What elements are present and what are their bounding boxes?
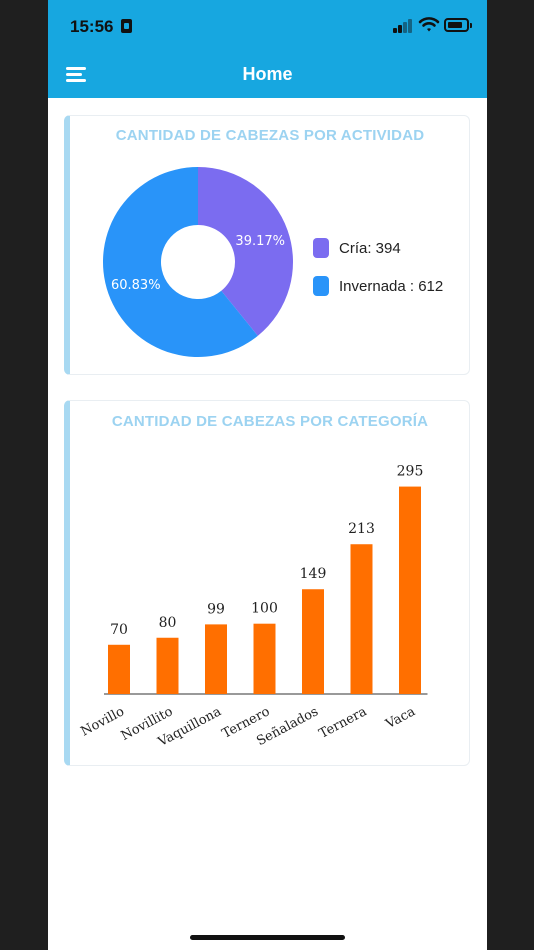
legend-swatch bbox=[313, 276, 329, 296]
bar-novillito[interactable] bbox=[156, 637, 179, 694]
donut-chart: 39.17% 60.83% bbox=[103, 167, 293, 357]
bar-ternero[interactable] bbox=[253, 623, 276, 694]
bar-señalados[interactable] bbox=[302, 589, 324, 694]
bar-ternera[interactable] bbox=[350, 544, 373, 694]
category-chart-title: CANTIDAD DE CABEZAS POR CATEGORÍA bbox=[111, 413, 429, 430]
category-chart-card: CANTIDAD DE CABEZAS POR CATEGORÍA 70 Novi… bbox=[64, 400, 470, 766]
activity-chart-card: CANTIDAD DE CABEZAS POR ACTIVIDAD 39.17%… bbox=[64, 115, 470, 375]
bar-novillo[interactable] bbox=[108, 644, 130, 694]
legend-label: Invernada : 612 bbox=[339, 277, 444, 295]
legend-label: Cría: 394 bbox=[339, 239, 401, 257]
bar-vaquillona[interactable] bbox=[205, 624, 227, 694]
app-header: 15:56 Home bbox=[48, 0, 487, 98]
status-time: 15:56 bbox=[70, 17, 114, 36]
donut-percent-label: 39.17% bbox=[235, 234, 285, 249]
phone-screen: 15:56 Home CANTIDAD DE CABEZAS POR ACTIV… bbox=[48, 0, 487, 950]
wifi-icon bbox=[418, 17, 440, 32]
donut-percent-label: 60.83% bbox=[111, 278, 161, 293]
legend-item-cría[interactable]: Cría: 394 bbox=[313, 237, 401, 259]
bar-value-label: 149 bbox=[300, 566, 327, 582]
home-indicator bbox=[190, 935, 345, 940]
bar-value-label: 80 bbox=[159, 615, 177, 631]
donut-slice-cría[interactable] bbox=[198, 167, 293, 336]
activity-chart-title: CANTIDAD DE CABEZAS POR ACTIVIDAD bbox=[115, 127, 425, 144]
donut-slice-invernada[interactable] bbox=[103, 167, 258, 357]
bar-vaca[interactable] bbox=[399, 486, 421, 694]
page-title: Home bbox=[242, 64, 293, 84]
bar-value-label: 70 bbox=[110, 622, 128, 638]
menu-icon[interactable] bbox=[66, 67, 86, 82]
x-tick-label: Vaca bbox=[383, 704, 418, 732]
legend-swatch bbox=[313, 238, 329, 258]
bar-value-label: 213 bbox=[348, 521, 375, 537]
cellular-signal-icon bbox=[393, 19, 413, 33]
x-tick-label: Ternera bbox=[317, 704, 370, 742]
bar-value-label: 99 bbox=[207, 601, 225, 617]
sim-card-icon bbox=[121, 19, 132, 33]
bar-chart: 70Novillo80Novillito99Vaquillona100Terne… bbox=[78, 464, 428, 750]
bar-value-label: 100 bbox=[251, 601, 278, 617]
bar-value-label: 295 bbox=[397, 464, 424, 480]
legend-item-invernada[interactable]: Invernada : 612 bbox=[313, 275, 443, 297]
battery-icon bbox=[444, 18, 472, 32]
